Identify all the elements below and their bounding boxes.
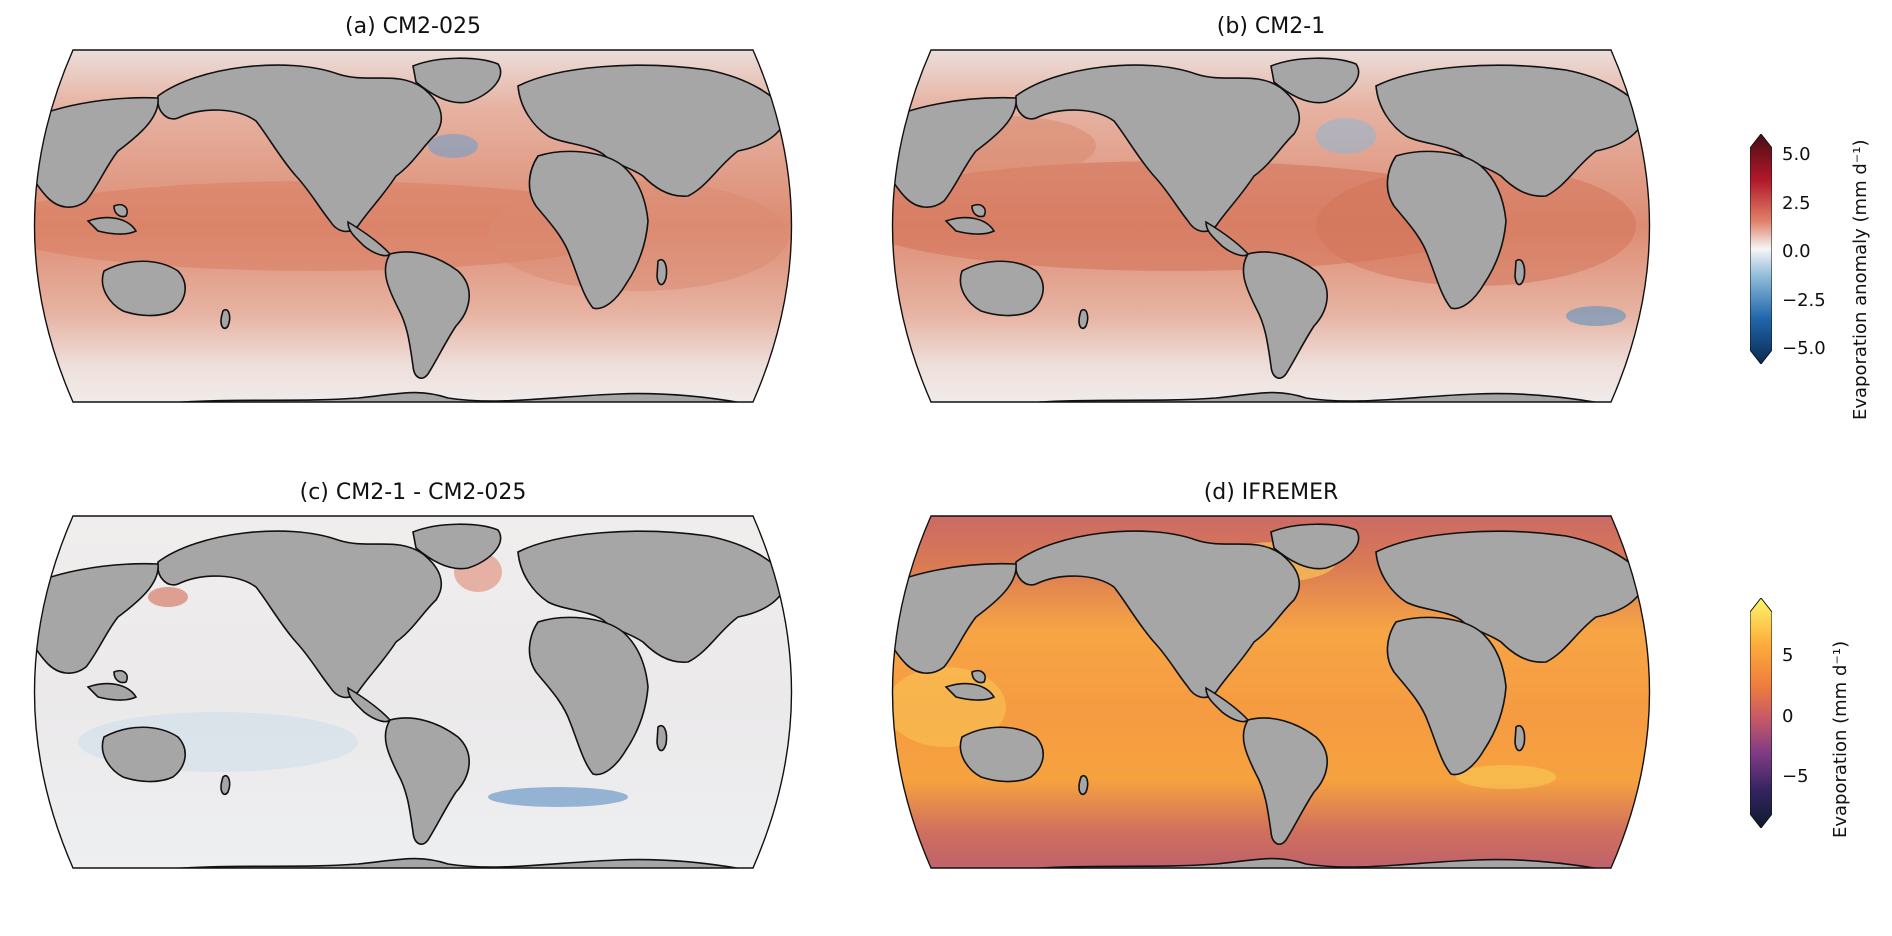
panel-b-map (876, 26, 1666, 426)
evaporation-tick-1: 5 (1782, 645, 1794, 666)
panel-a-title: (a) CM2-025 (345, 14, 481, 39)
anomaly-tick-1: 5.0 (1782, 144, 1811, 165)
anomaly-tick-3: 0.0 (1782, 241, 1811, 262)
anomaly-tick-2: 2.5 (1782, 193, 1811, 214)
panel-a-map (18, 26, 808, 426)
evaporation-tick-2: 0 (1782, 706, 1794, 727)
evaporation-colorbar (1749, 597, 1773, 832)
anomaly-tick-4: −2.5 (1782, 290, 1826, 311)
anomaly-colorbar-label: Evaporation anomaly (mm d⁻¹) (1850, 139, 1871, 421)
panel-d-title: (d) IFREMER (1203, 480, 1339, 505)
panel-b-title: (b) CM2-1 (1216, 14, 1326, 39)
evaporation-tick-3: −5 (1782, 766, 1809, 787)
panel-d-map (876, 492, 1666, 892)
anomaly-colorbar (1749, 133, 1773, 368)
anomaly-tick-5: −5.0 (1782, 338, 1826, 359)
panel-c-map (18, 492, 808, 892)
evaporation-colorbar-label: Evaporation (mm d⁻¹) (1830, 640, 1851, 838)
panel-c-title: (c) CM2-1 - CM2-025 (299, 480, 527, 505)
